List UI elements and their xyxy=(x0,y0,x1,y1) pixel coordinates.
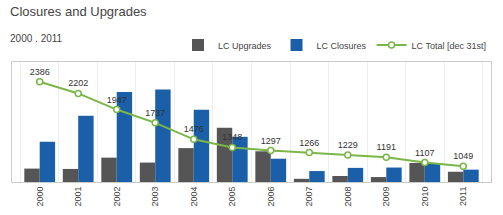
svg-text:2000: 2000 xyxy=(35,187,45,207)
svg-text:1049: 1049 xyxy=(453,151,473,161)
svg-text:1107: 1107 xyxy=(415,148,434,158)
svg-text:2010: 2010 xyxy=(420,187,430,207)
svg-text:LC Upgrades: LC Upgrades xyxy=(218,41,272,51)
svg-text:2008: 2008 xyxy=(343,187,353,207)
svg-text:1476: 1476 xyxy=(184,124,204,134)
svg-text:2386: 2386 xyxy=(30,67,50,77)
svg-text:2005: 2005 xyxy=(227,187,237,207)
svg-text:2011: 2011 xyxy=(458,187,468,206)
svg-text:2002: 2002 xyxy=(112,187,122,207)
svg-text:Closures and Upgrades: Closures and Upgrades xyxy=(10,4,147,19)
svg-text:1947: 1947 xyxy=(107,95,127,105)
svg-text:2009: 2009 xyxy=(381,187,391,207)
svg-text:LC Closures: LC Closures xyxy=(317,41,367,51)
svg-text:1266: 1266 xyxy=(299,138,319,148)
svg-text:2006: 2006 xyxy=(266,187,276,207)
svg-text:1191: 1191 xyxy=(377,142,396,152)
svg-text:1297: 1297 xyxy=(261,136,281,146)
svg-text:2004: 2004 xyxy=(189,187,199,207)
svg-text:1229: 1229 xyxy=(338,140,358,150)
svg-text:2001: 2001 xyxy=(73,187,83,207)
svg-text:1348: 1348 xyxy=(222,132,242,142)
svg-text:2007: 2007 xyxy=(304,187,314,207)
svg-text:LC Total [dec 31st]: LC Total [dec 31st] xyxy=(412,41,486,51)
svg-text:2000 . 2011: 2000 . 2011 xyxy=(10,33,63,44)
svg-text:1737: 1737 xyxy=(145,108,165,118)
svg-text:2202: 2202 xyxy=(68,78,88,88)
svg-text:2003: 2003 xyxy=(150,187,160,207)
